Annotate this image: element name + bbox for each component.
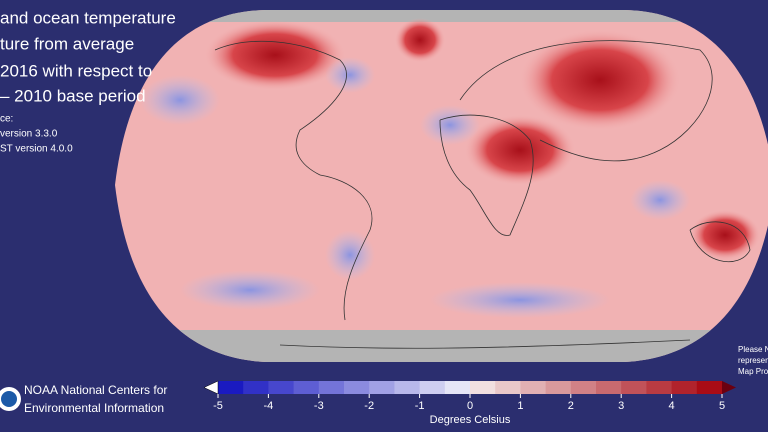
colorbar-step (696, 381, 723, 394)
colorbar-step (671, 381, 698, 394)
colorbar: -5 -4 -3 -2 -1 0 1 2 3 4 5 (203, 380, 736, 412)
colorbar-label: Degrees Celsius (430, 414, 511, 426)
title-line: 2016 with respect to (0, 61, 152, 80)
colorbar-tick-label: 4 (669, 400, 675, 412)
title-line: ture from average (0, 34, 134, 53)
colorbar-tick-label: 2 (568, 400, 574, 412)
colorbar-step (318, 381, 345, 394)
colorbar-tick-label: 1 (517, 400, 523, 412)
colorbar-arrow-right (722, 381, 736, 394)
note-line: Please N (738, 345, 768, 354)
title-line: and ocean temperature (0, 8, 176, 27)
colorbar-step (470, 381, 496, 394)
colorbar-step (646, 381, 673, 394)
colorbar-tick-label: 3 (618, 400, 624, 412)
colorbar-step (243, 381, 269, 394)
source-line: version 3.3.0 (0, 129, 58, 140)
colorbar-arrow-left (203, 380, 219, 395)
source-line: ST version 4.0.0 (0, 144, 73, 155)
title-line: – 2010 base period (0, 86, 146, 105)
colorbar-step (495, 381, 521, 394)
colorbar-step (268, 381, 295, 394)
colorbar-tick-label: 5 (719, 400, 725, 412)
colorbar-step (419, 381, 446, 394)
colorbar-tick-label: -4 (264, 400, 274, 412)
credit-line: NOAA National Centers for (24, 383, 167, 397)
colorbar-tick-label: -5 (213, 400, 223, 412)
note-line: Map Pro (738, 367, 768, 376)
colorbar-step (369, 381, 395, 394)
colorbar-tick-label: -3 (314, 400, 324, 412)
colorbar-step (444, 381, 471, 394)
colorbar-step (545, 381, 572, 394)
colorbar-step (520, 381, 547, 394)
credit-line: Environmental Information (24, 401, 164, 415)
note-line: represen (738, 356, 768, 365)
colorbar-step (394, 381, 421, 394)
colorbar-tick-label: -2 (364, 400, 374, 412)
noaa-logo-inner (1, 391, 17, 407)
colorbar-step (293, 381, 320, 394)
colorbar-tick-label: 0 (467, 400, 473, 412)
colorbar-step (570, 381, 597, 394)
colorbar-step (344, 381, 370, 394)
colorbar-step (218, 381, 244, 394)
map (115, 10, 768, 362)
colorbar-step (621, 381, 647, 394)
colorbar-step (596, 381, 622, 394)
source-line: ce: (0, 114, 13, 125)
colorbar-tick-label: -1 (415, 400, 425, 412)
